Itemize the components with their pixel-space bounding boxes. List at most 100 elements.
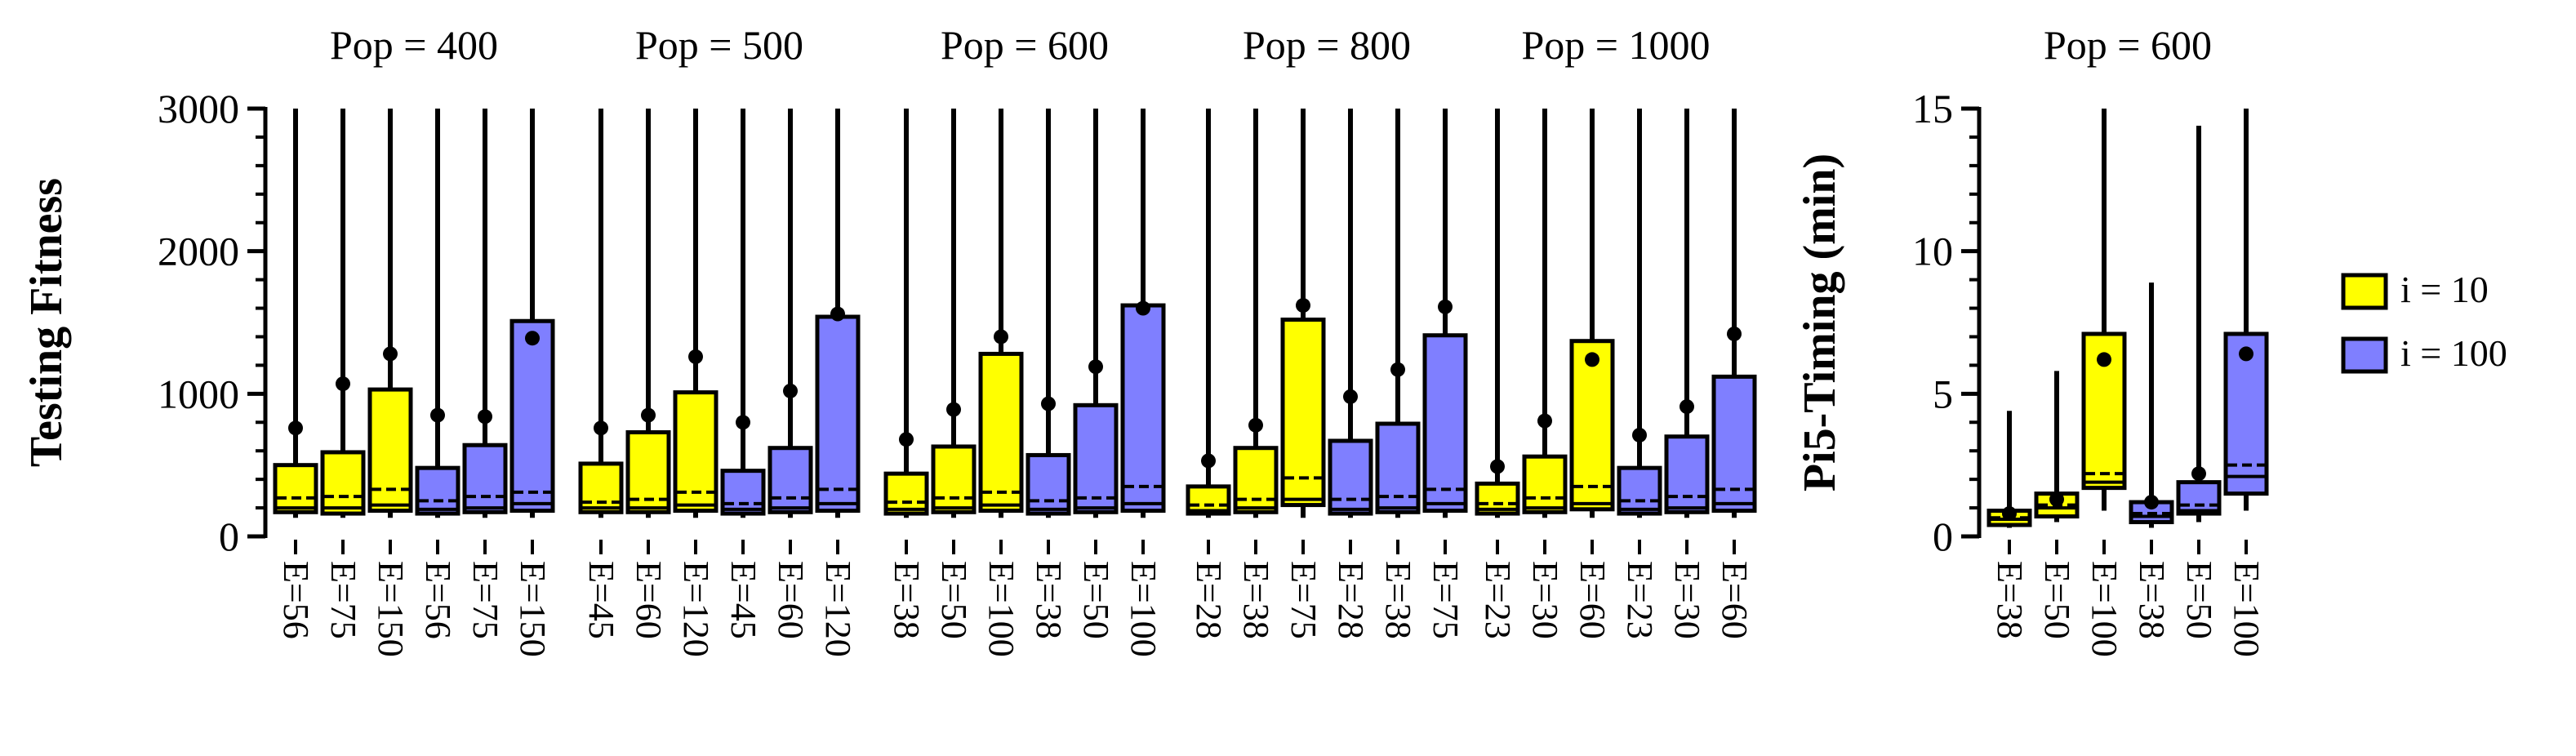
y-axis-label: Pi5-Timing (min) — [1795, 153, 1845, 491]
box-e-45-i10 — [578, 109, 624, 554]
x-tick-label: E=75 — [1284, 561, 1324, 639]
chart-layer: 0 1000 2000 3000 Testing Fitness Pop = 400 E=5… — [21, 22, 2269, 657]
x-tick-label: E=38 — [1990, 561, 2030, 639]
x-tick-label: E=60 — [1573, 561, 1613, 639]
mean-dot — [478, 409, 492, 425]
legend-swatch-i10 — [2341, 273, 2388, 310]
box-e-75-i100 — [1422, 109, 1468, 554]
box-e-28-i100 — [1328, 109, 1373, 554]
box-e-100-i100 — [2223, 109, 2269, 554]
box-e-23-i100 — [1617, 109, 1662, 554]
mean-dot — [2191, 466, 2206, 482]
box-iqr — [509, 318, 555, 514]
x-tick-label: E=30 — [1667, 561, 1707, 639]
box-e-50-i10 — [2034, 371, 2080, 554]
mean-dot — [994, 329, 1008, 345]
x-tick-label: E=23 — [1478, 561, 1518, 639]
y-tick-label: 0 — [1933, 514, 1953, 559]
x-tick-label: E=150 — [513, 561, 553, 657]
box-e-120-i10 — [673, 109, 719, 554]
box-iqr — [1186, 484, 1231, 516]
box-e-38-i10 — [883, 109, 929, 554]
box-e-150-i100 — [509, 109, 555, 554]
box-e-50-i10 — [931, 109, 977, 554]
mean-dot — [783, 383, 798, 398]
mean-dot — [830, 306, 845, 322]
x-tick-label: E=38 — [887, 561, 927, 639]
box-e-100-i10 — [978, 109, 1024, 554]
x-tick-label: E=100 — [981, 561, 1021, 657]
x-tick-label: E=45 — [581, 561, 621, 639]
y-axis-label: Testing Fitness — [21, 178, 72, 467]
y-tick-label: 15 — [1912, 86, 1953, 131]
x-tick-label: E=120 — [818, 561, 858, 657]
x-tick-label: E=60 — [771, 561, 811, 639]
mean-dot — [1438, 299, 1453, 314]
mean-dot — [1041, 396, 1056, 411]
mean-dot — [1632, 427, 1647, 442]
mean-dot — [1296, 298, 1310, 314]
box-iqr — [931, 444, 977, 514]
box-iqr — [978, 351, 1024, 514]
x-tick-label: E=75 — [1426, 561, 1466, 639]
box-e-60-i100 — [767, 109, 813, 554]
x-tick-label: E=100 — [2227, 561, 2267, 657]
mean-dot — [1490, 459, 1505, 474]
box-iqr — [767, 446, 813, 514]
x-tick-label: E=38 — [1029, 561, 1069, 639]
x-tick-label: E=30 — [1525, 561, 1565, 639]
x-tick-label: E=75 — [323, 561, 363, 639]
box-iqr — [883, 471, 929, 516]
y-tick-label: 0 — [219, 514, 239, 559]
x-tick-label: E=50 — [2179, 561, 2219, 639]
legend: i = 10 i = 100 — [2341, 269, 2507, 374]
box-iqr — [1522, 454, 1568, 514]
mean-dot — [383, 346, 398, 362]
box-e-120-i100 — [815, 109, 861, 554]
mean-dot — [1248, 417, 1263, 433]
x-tick-label: E=56 — [276, 561, 316, 639]
box-e-30-i100 — [1664, 109, 1710, 554]
box-iqr — [578, 461, 624, 514]
mean-dot — [1585, 352, 1599, 367]
mean-dot — [525, 331, 540, 346]
mean-dot — [688, 349, 703, 364]
x-tick-label: E=23 — [1620, 561, 1660, 639]
y-tick-label: 10 — [1912, 229, 1953, 274]
x-tick-label: E=50 — [1076, 561, 1116, 639]
x-tick-label: E=38 — [1236, 561, 1276, 639]
box-iqr — [1328, 438, 1373, 516]
box-iqr — [1375, 421, 1421, 514]
mean-dot — [594, 420, 608, 436]
box-e-100-i100 — [1120, 109, 1166, 554]
mean-dot — [1343, 389, 1358, 404]
mean-dot — [2097, 352, 2111, 367]
box-e-150-i10 — [367, 109, 413, 554]
box-e-38-i100 — [2129, 282, 2174, 554]
box-e-38-i10 — [1987, 411, 2032, 554]
box-iqr — [1569, 339, 1615, 512]
mean-dot — [2002, 506, 2017, 522]
box-iqr — [462, 442, 508, 514]
x-tick-label: E=75 — [465, 561, 505, 639]
box-e-100-i10 — [2081, 109, 2127, 554]
x-tick-label: E=28 — [1331, 561, 1371, 639]
mean-dot — [288, 420, 303, 436]
mean-dot — [641, 407, 656, 423]
box-e-38-i100 — [1026, 109, 1071, 554]
box-iqr — [415, 465, 460, 516]
box-iqr — [1280, 318, 1326, 508]
mean-dot — [1727, 326, 1742, 341]
mean-dot — [736, 415, 750, 430]
y-tick-label: 3000 — [158, 86, 239, 131]
x-tick-label: E=120 — [676, 561, 716, 657]
box-e-75-i100 — [462, 109, 508, 554]
box-e-60-i10 — [1569, 109, 1615, 554]
x-tick-label: E=45 — [723, 561, 763, 639]
x-tick-label: E=56 — [418, 561, 458, 639]
mean-dot — [2144, 495, 2159, 510]
mean-dot — [2239, 346, 2253, 362]
box-e-38-i100 — [1375, 109, 1421, 554]
box-iqr — [1617, 465, 1662, 516]
mean-dot — [1088, 359, 1103, 375]
